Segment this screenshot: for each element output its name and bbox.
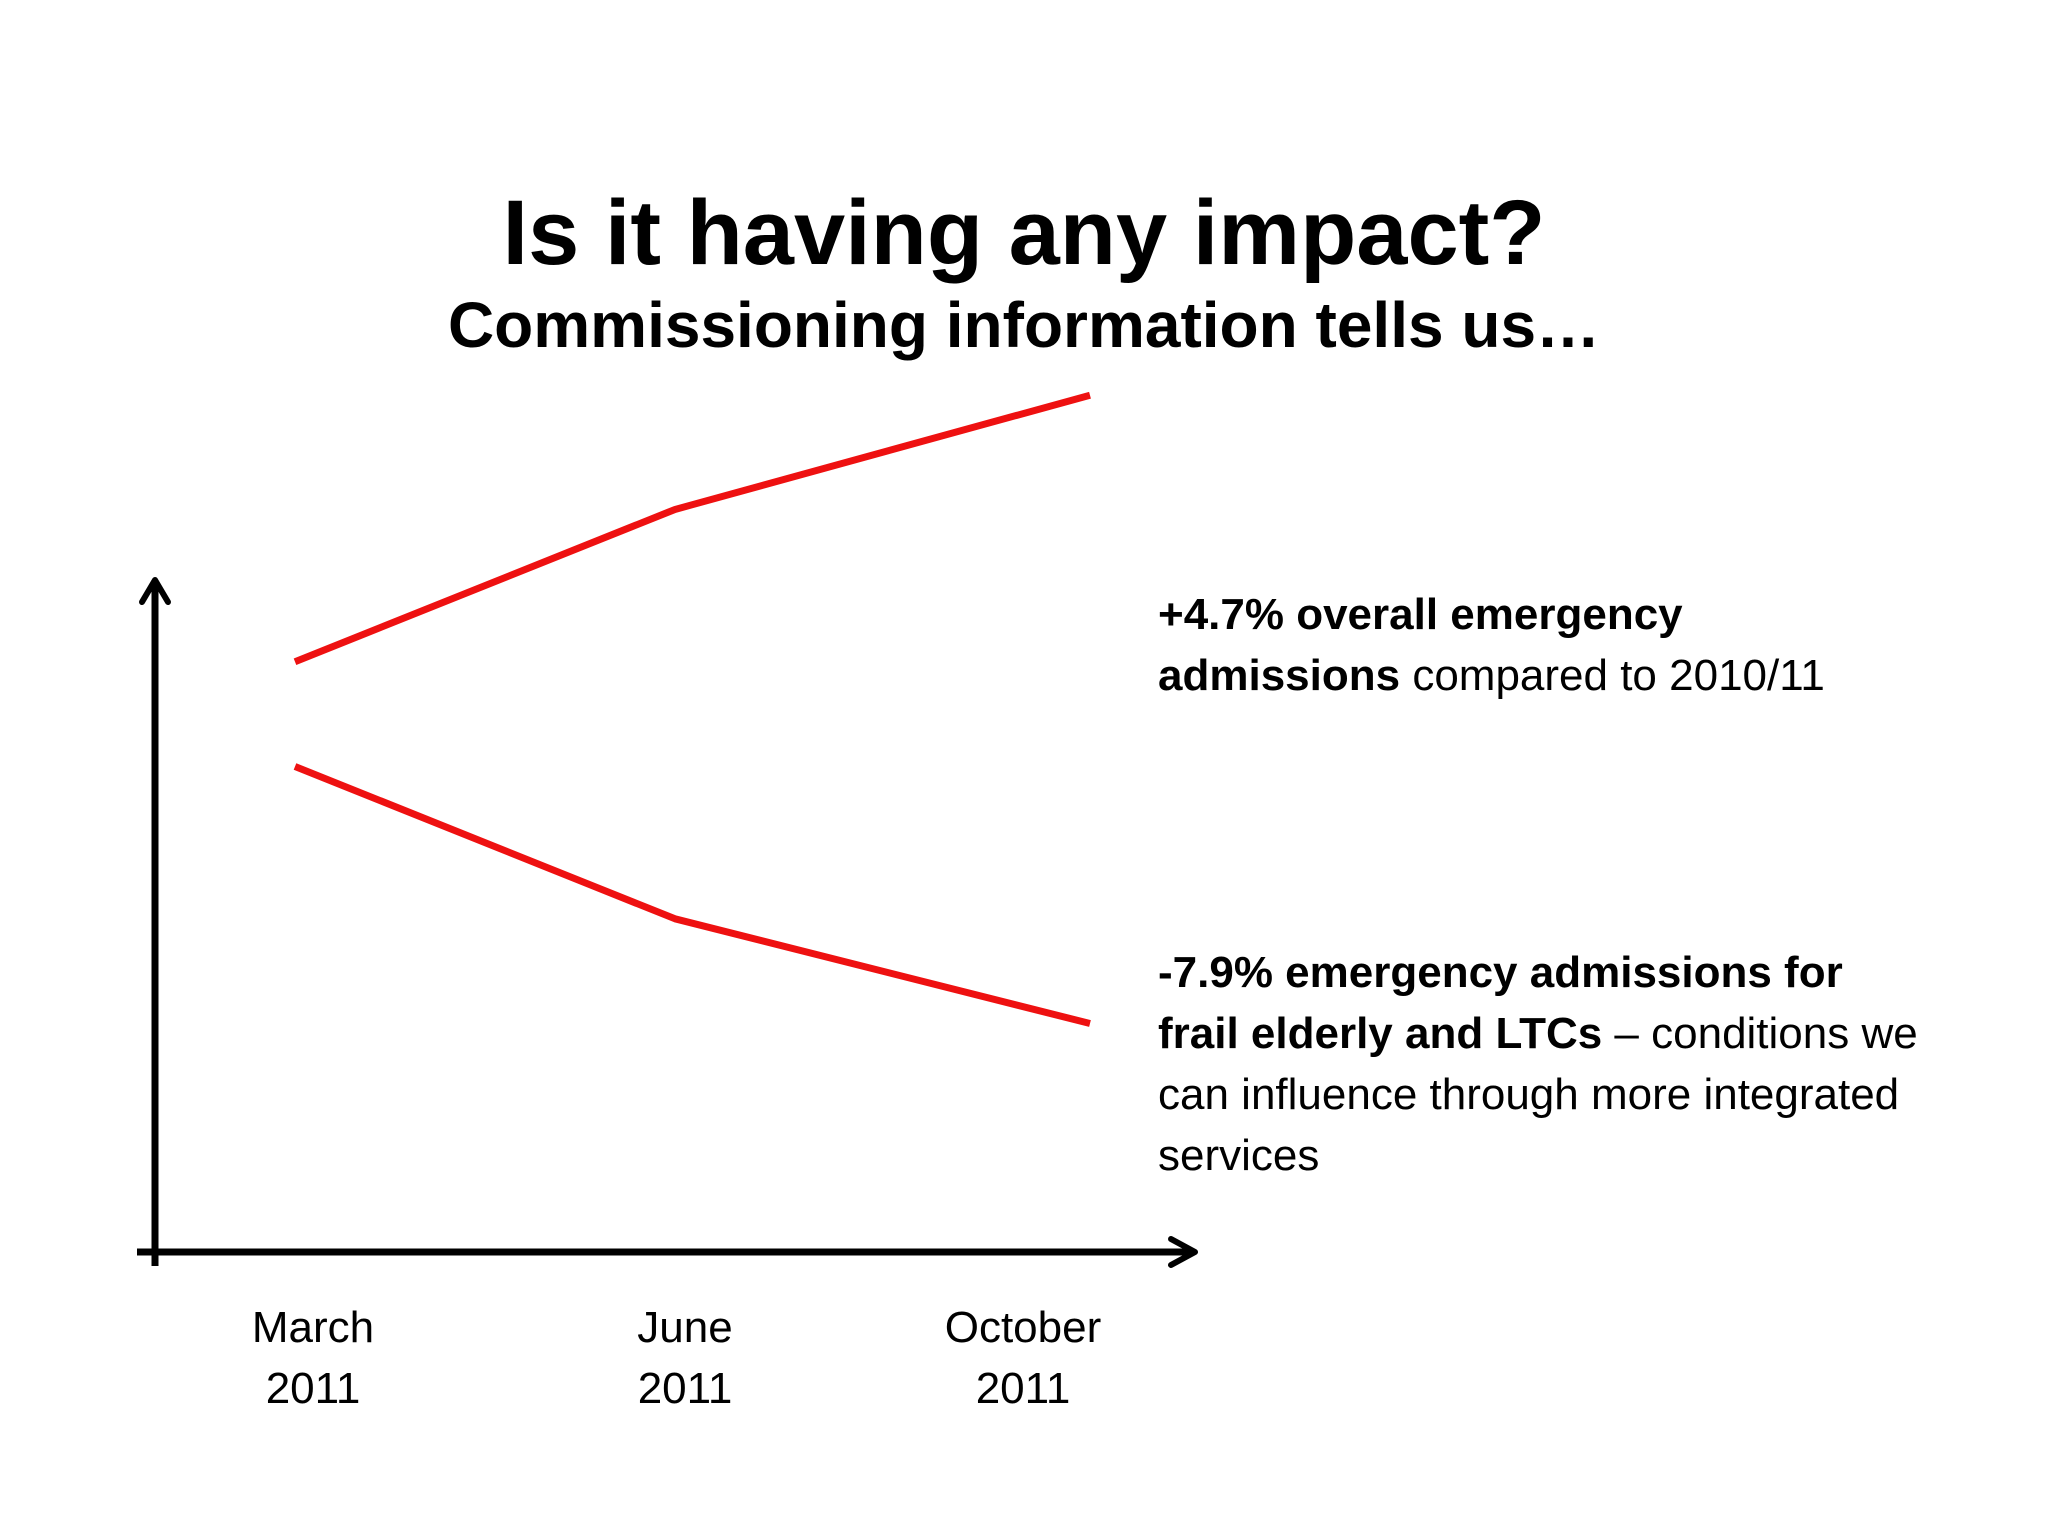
- x-tick-label-line: June: [637, 1303, 732, 1352]
- x-tick-label-line: 2011: [638, 1364, 733, 1413]
- x-tick-label: October 2011: [945, 1303, 1102, 1413]
- x-axis-arrowhead: [1168, 1236, 1198, 1268]
- annotation-overall-bold: +4.7% overall emergency admissions: [1158, 590, 1683, 700]
- chart-series: [293, 391, 1091, 1027]
- annotation-overall-admissions: +4.7% overall emergency admissions compa…: [1158, 584, 1878, 706]
- annotation-frail-elderly: -7.9% emergency admissions for frail eld…: [1158, 942, 1918, 1186]
- x-tick-label: March 2011: [252, 1303, 374, 1413]
- x-tick-label-line: 2011: [976, 1364, 1071, 1413]
- x-tick-label-line: March: [252, 1303, 374, 1352]
- annotation-frail-bold: -7.9% emergency admissions for frail eld…: [1158, 948, 1843, 1058]
- series-line-2: [293, 763, 1091, 1027]
- slide-title: Is it having any impact?: [502, 182, 1546, 284]
- x-tick-label-line: October: [945, 1303, 1102, 1352]
- x-tick-label: June 2011: [637, 1303, 732, 1413]
- y-axis-arrowhead: [139, 577, 171, 605]
- annotation-overall-rest: compared to 2010/11: [1400, 651, 1825, 700]
- x-tick-label-line: 2011: [266, 1364, 361, 1413]
- series-line-1: [293, 391, 1091, 666]
- x-tick-labels: March 2011 June 2011 October 2011: [252, 1303, 1101, 1413]
- annotation-frail-rest: – conditions we can influence through mo…: [1158, 1009, 1918, 1180]
- chart-axes: [137, 577, 1198, 1268]
- slide-subtitle: Commissioning information tells us…: [447, 289, 1601, 361]
